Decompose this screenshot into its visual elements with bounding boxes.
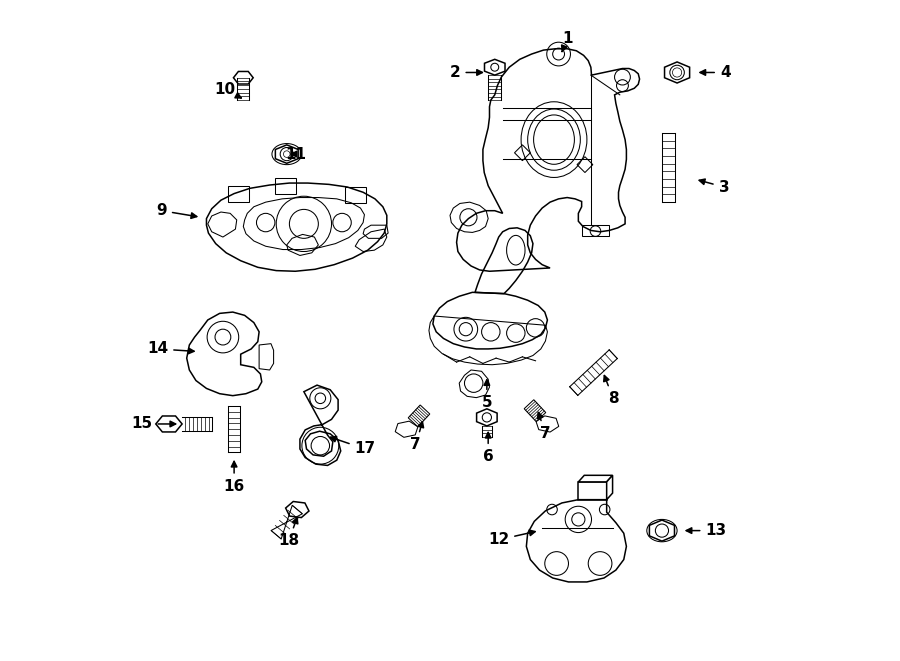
Text: 7: 7 [410, 422, 424, 452]
Text: 11: 11 [285, 147, 307, 161]
Text: 17: 17 [330, 436, 375, 457]
Polygon shape [275, 145, 298, 163]
Text: 18: 18 [278, 518, 300, 548]
Polygon shape [664, 62, 689, 83]
Text: 15: 15 [131, 416, 176, 432]
Polygon shape [156, 416, 182, 432]
Text: 12: 12 [488, 530, 536, 547]
Circle shape [672, 68, 681, 77]
Text: 4: 4 [700, 65, 731, 80]
Text: 1: 1 [562, 31, 572, 52]
Polygon shape [607, 475, 613, 500]
Text: 13: 13 [686, 523, 726, 538]
Polygon shape [579, 482, 607, 500]
Polygon shape [285, 502, 309, 518]
Circle shape [284, 151, 290, 157]
Text: 2: 2 [450, 65, 482, 80]
Text: 8: 8 [604, 375, 618, 406]
Polygon shape [233, 71, 253, 84]
Polygon shape [650, 520, 674, 541]
Text: 9: 9 [157, 203, 197, 218]
Text: 7: 7 [537, 412, 551, 441]
Polygon shape [484, 59, 505, 75]
Polygon shape [579, 475, 613, 482]
Text: 10: 10 [214, 82, 241, 98]
Polygon shape [395, 421, 418, 438]
Text: 6: 6 [482, 432, 493, 464]
Text: 5: 5 [482, 380, 492, 410]
Text: 3: 3 [699, 179, 729, 194]
Polygon shape [536, 416, 559, 432]
Text: 14: 14 [148, 342, 194, 356]
Text: 16: 16 [223, 461, 245, 494]
Polygon shape [477, 408, 497, 426]
